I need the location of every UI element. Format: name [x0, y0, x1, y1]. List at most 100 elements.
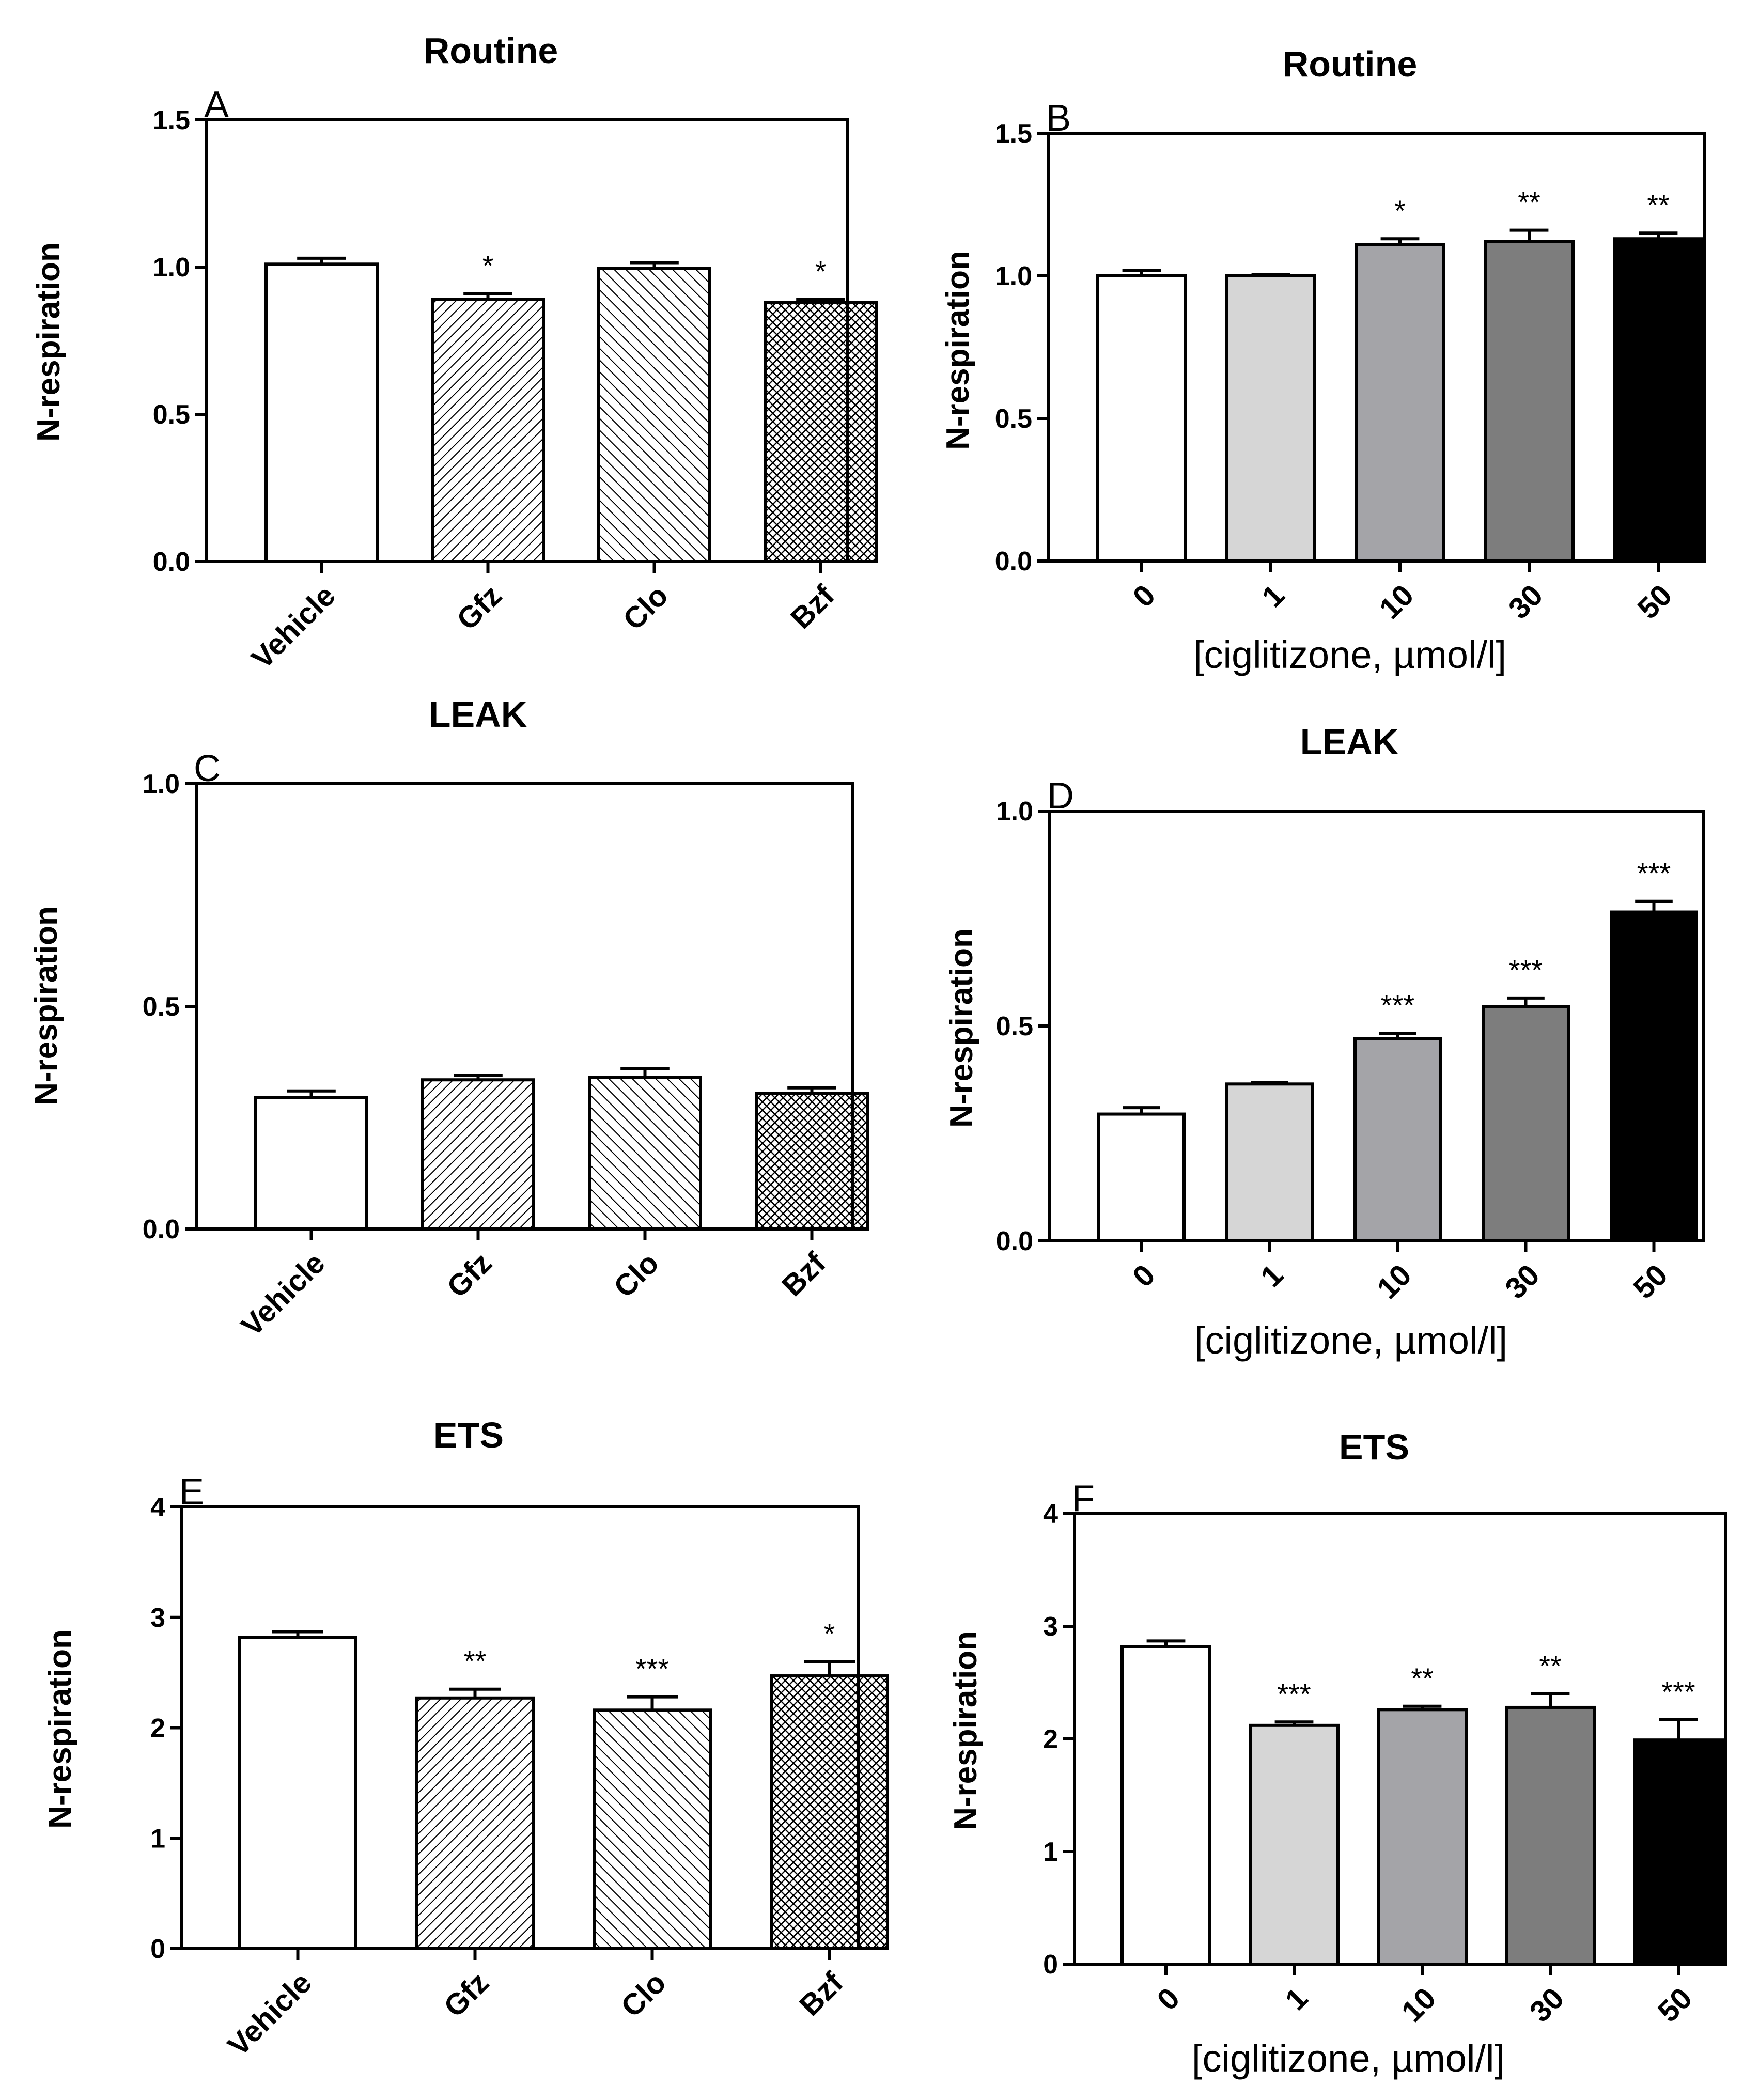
- category-label: 1: [1254, 1258, 1290, 1294]
- category-label: Clo: [608, 1246, 665, 1304]
- category-label: 10: [1395, 1981, 1443, 2029]
- panel-title: Routine: [1283, 44, 1418, 84]
- panel-D: LEAK N-respiration 0.0 0.5 1.0 0 1 10 *** 30 ***…: [944, 722, 1705, 1362]
- bar: [1096, 274, 1187, 563]
- category-label: Bzf: [784, 579, 841, 635]
- significance-label: ***: [1661, 1675, 1695, 1708]
- bar: [593, 1708, 712, 1950]
- category-label: 10: [1373, 578, 1421, 626]
- y-tick-label: 3: [150, 1603, 165, 1633]
- plot-frame: [1047, 132, 1706, 563]
- bar: [597, 267, 711, 564]
- bar: [770, 1674, 889, 1951]
- category-label: Clo: [617, 579, 675, 636]
- panel-letter: E: [179, 1471, 204, 1513]
- bar: [421, 1078, 535, 1231]
- bar: [1377, 1708, 1468, 1966]
- significance-label: **: [1647, 189, 1670, 221]
- bar: [1120, 1645, 1211, 1966]
- significance-label: **: [464, 1645, 487, 1677]
- category-label: 0: [1150, 1981, 1186, 2017]
- bar: [1505, 1705, 1596, 1966]
- x-axis-label: [ciglitizone, µmol/l]: [1194, 1319, 1507, 1362]
- significance-label: *: [815, 255, 827, 288]
- panel-title: Routine: [424, 30, 558, 71]
- bar: [431, 298, 545, 563]
- panel-letter: F: [1072, 1478, 1095, 1519]
- plot-area: 0.0 0.5 1.0 1.5 Vehicle Gfz * Clo Bzf *: [153, 105, 878, 676]
- y-tick-label: 0: [150, 1934, 165, 1964]
- plot-area: 0.0 0.5 1.0 Vehicle Gfz Clo Bzf: [143, 769, 869, 1343]
- category-label: 50: [1631, 578, 1679, 626]
- category-label: Gfz: [441, 1246, 499, 1304]
- panel-letter: B: [1046, 98, 1071, 139]
- significance-label: **: [1518, 186, 1540, 219]
- y-axis-label: N-respiration: [944, 928, 979, 1128]
- y-tick-label: 1.0: [996, 797, 1033, 827]
- category-label: Clo: [615, 1966, 673, 2024]
- y-tick-label: 4: [1043, 1499, 1058, 1529]
- y-axis-label: N-respiration: [948, 1631, 984, 1830]
- y-tick-label: 0.0: [153, 547, 190, 577]
- bar: [1355, 243, 1445, 563]
- bar: [1610, 910, 1698, 1242]
- category-label: Vehicle: [235, 1246, 331, 1343]
- significance-label: **: [1411, 1662, 1434, 1694]
- y-tick-label: 0.5: [995, 404, 1032, 434]
- category-label: 10: [1371, 1258, 1418, 1305]
- plot-frame: [180, 1505, 860, 1950]
- significance-label: *: [1394, 194, 1406, 227]
- bar: [764, 301, 878, 563]
- y-axis-label: N-respiration: [42, 1629, 78, 1829]
- category-label: 30: [1502, 578, 1550, 626]
- category-label: 1: [1255, 578, 1291, 614]
- y-tick-label: 1.5: [995, 119, 1032, 149]
- plot-area: 0.0 0.5 1.0 0 1 10 *** 30 *** 50 ***: [996, 797, 1698, 1305]
- category-label: 30: [1499, 1258, 1546, 1305]
- category-label: Bzf: [775, 1246, 832, 1303]
- bar: [1353, 1037, 1442, 1242]
- category-label: 30: [1523, 1981, 1571, 2029]
- y-tick-label: 0.5: [996, 1012, 1033, 1041]
- panel-C: LEAK N-respiration 0.0 0.5 1.0 Vehicle Gfz Cl…: [28, 694, 869, 1343]
- y-tick-label: 1: [150, 1824, 165, 1854]
- panel-F: ETS N-respiration 0 1 2 3 4 0 1 *** 10 ** 30 ** 50 **…: [948, 1427, 1727, 2080]
- plot-area: 0.0 0.5 1.0 1.5 0 1 10 * 30 ** 50 **: [995, 119, 1704, 626]
- category-label: 1: [1279, 1981, 1314, 2017]
- plot-frame: [1048, 810, 1705, 1242]
- panel-letter: A: [204, 84, 229, 126]
- y-tick-label: 1.0: [995, 261, 1032, 291]
- y-tick-label: 1.5: [153, 105, 190, 135]
- panel-B: Routine N-respiration 0.0 0.5 1.0 1.5 0 1 10 * 3…: [940, 44, 1706, 676]
- y-axis-label: N-respiration: [28, 906, 64, 1106]
- bar: [588, 1076, 702, 1231]
- panel-title: LEAK: [1300, 722, 1399, 762]
- bar: [755, 1092, 869, 1231]
- significance-label: ***: [1637, 857, 1671, 890]
- panel-title: ETS: [433, 1415, 504, 1455]
- bar: [1613, 237, 1704, 563]
- y-tick-label: 4: [150, 1492, 165, 1522]
- panel-letter: C: [194, 748, 221, 789]
- y-tick-label: 0.0: [996, 1226, 1033, 1256]
- category-label: Bzf: [793, 1966, 850, 2023]
- y-tick-label: 0.0: [143, 1215, 180, 1245]
- significance-label: ***: [1509, 954, 1543, 986]
- bar: [1225, 1082, 1314, 1242]
- bar: [1225, 274, 1316, 563]
- bar: [1482, 1005, 1570, 1242]
- bar: [238, 1636, 357, 1951]
- y-tick-label: 0: [1043, 1950, 1058, 1980]
- category-label: Gfz: [450, 579, 508, 636]
- significance-label: *: [482, 249, 494, 282]
- y-tick-label: 0.5: [143, 992, 180, 1022]
- y-tick-label: 2: [150, 1714, 165, 1744]
- y-tick-label: 1.0: [153, 253, 190, 283]
- category-label: Vehicle: [245, 579, 341, 675]
- x-axis-label: [ciglitizone, µmol/l]: [1193, 633, 1506, 676]
- bar: [254, 1096, 368, 1231]
- bar: [1633, 1738, 1724, 1966]
- plot-area: 0 1 2 3 4 0 1 *** 10 ** 30 ** 50 ***: [1043, 1499, 1724, 2029]
